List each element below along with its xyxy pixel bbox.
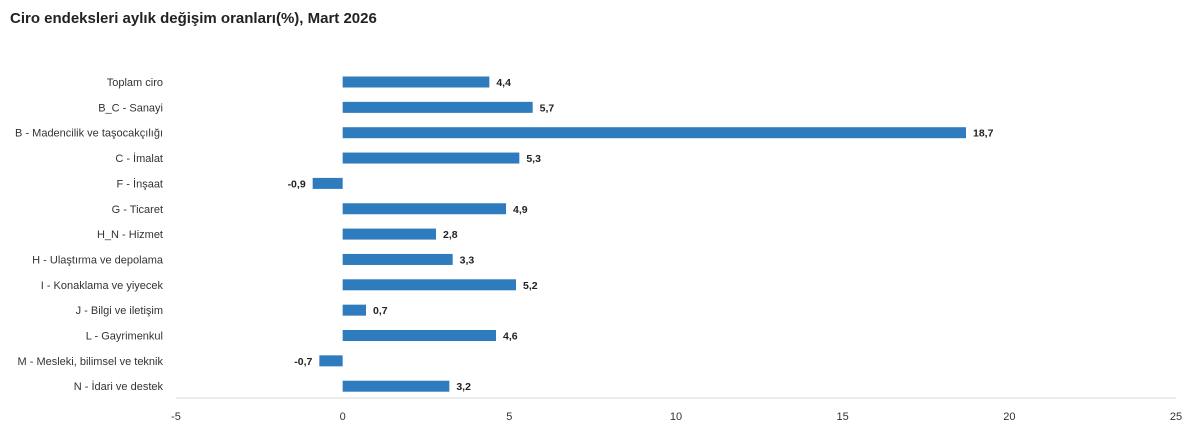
category-label: J - Bilgi ve iletişim	[76, 305, 163, 317]
value-label: 0,7	[373, 305, 388, 317]
bar	[342, 304, 366, 316]
bar	[342, 127, 967, 139]
value-label: 3,3	[460, 254, 475, 266]
x-tick-label: 10	[670, 411, 682, 423]
value-label: 4,9	[513, 204, 528, 216]
bar	[342, 152, 520, 164]
bar	[342, 330, 496, 341]
x-tick-label: 0	[340, 411, 346, 423]
value-label: -0,9	[288, 178, 306, 190]
value-label: 4,6	[503, 331, 518, 343]
chart-title: Ciro endeksleri aylık değişim oranları(%…	[10, 10, 377, 27]
category-label: N - İdari ve destek	[74, 380, 164, 393]
bar	[342, 203, 506, 215]
value-label: 5,7	[540, 102, 555, 114]
category-label: H_N - Hizmet	[97, 229, 163, 241]
category-label: L - Gayrimenkul	[86, 331, 163, 343]
bar	[342, 253, 453, 265]
value-label: 5,3	[526, 153, 541, 165]
bars-layer	[312, 76, 967, 392]
category-label: C - İmalat	[115, 152, 163, 165]
bar	[342, 279, 516, 291]
bar	[342, 380, 450, 392]
bar	[312, 177, 343, 189]
x-tick-label: 20	[1003, 411, 1015, 423]
x-tick-label: -5	[171, 411, 181, 423]
x-tick-label: 25	[1170, 411, 1182, 423]
bar	[342, 228, 436, 240]
value-label: 18,7	[973, 128, 994, 140]
category-label: G - Ticaret	[112, 204, 163, 216]
value-label: -0,7	[294, 356, 312, 368]
bar	[319, 355, 343, 367]
category-label: F - İnşaat	[117, 177, 163, 190]
bar	[342, 76, 490, 88]
category-label: Toplam ciro	[107, 77, 163, 89]
value-label: 3,2	[456, 381, 471, 393]
bar	[342, 101, 533, 113]
x-tick-label: 15	[837, 411, 849, 423]
category-label: M - Mesleki, bilimsel ve teknik	[18, 356, 164, 368]
category-label: B - Madencilik ve taşocakçılığı	[15, 128, 163, 140]
category-label: H - Ulaştırma ve depolama	[32, 254, 164, 266]
category-labels: Toplam ciro B_C - Sanayi B - Madencilik ve…	[15, 77, 164, 393]
category-label: I - Konaklama ve yiyecek	[41, 280, 164, 292]
x-tick-label: 5	[506, 411, 512, 423]
x-axis: -5 0 5 10 15 20 25	[171, 397, 1182, 423]
value-labels: 4,4 5,7 18,7 5,3 -0,9 4,9 2,8 3,3 5,2 0,7 4,6 -0,7 3…	[288, 77, 994, 393]
value-label: 2,8	[443, 229, 458, 241]
value-label: 5,2	[523, 280, 538, 292]
category-label: B_C - Sanayi	[98, 102, 163, 114]
value-label: 4,4	[496, 77, 511, 89]
